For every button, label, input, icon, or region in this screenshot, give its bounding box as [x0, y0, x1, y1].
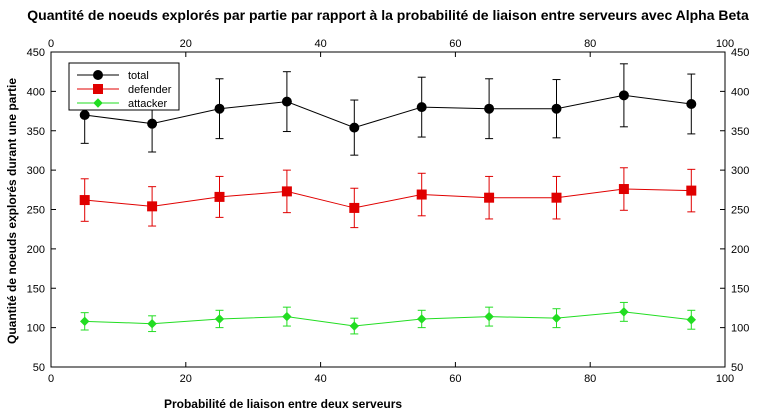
legend-marker-defender	[93, 84, 103, 94]
data-point-total	[618, 90, 629, 101]
x-tick-label-bottom: 40	[314, 373, 326, 385]
series-defender	[79, 167, 697, 229]
legend-marker-attacker	[93, 98, 103, 108]
y-tick-label-right: 200	[731, 244, 749, 256]
y-tick-label-left: 100	[27, 323, 45, 335]
y-axis-label: Quantité de noeuds explorés durant une p…	[5, 78, 19, 344]
data-point-defender	[551, 192, 562, 203]
data-point-total	[551, 103, 562, 114]
data-point-attacker	[79, 316, 90, 327]
legend-box	[68, 62, 180, 111]
data-point-total	[281, 96, 292, 107]
data-point-defender	[416, 189, 427, 200]
data-point-total	[686, 98, 697, 109]
x-tick-label-bottom: 0	[48, 373, 54, 385]
data-point-attacker	[686, 315, 697, 325]
x-tick-label-top: 100	[716, 38, 734, 50]
x-tick-label-bottom: 80	[584, 373, 596, 385]
data-point-total	[147, 118, 158, 129]
y-tick-label-right: 300	[731, 165, 749, 177]
data-point-total	[484, 103, 495, 114]
y-tick-label-right: 350	[731, 126, 749, 138]
data-point-attacker	[484, 311, 494, 322]
y-tick-label-left: 300	[27, 165, 45, 177]
data-point-defender	[214, 191, 225, 202]
data-point-attacker	[214, 314, 225, 324]
x-tick-label-bottom: 60	[449, 373, 461, 385]
data-point-total	[214, 103, 225, 114]
y-tick-label-right: 150	[731, 283, 749, 295]
data-point-attacker	[416, 314, 427, 324]
data-series	[79, 63, 697, 335]
y-tick-label-right: 50	[731, 362, 743, 374]
data-point-total	[416, 102, 427, 113]
x-tick-label-top: 0	[48, 38, 54, 50]
series-line-total	[84, 94, 692, 129]
data-point-defender	[281, 186, 292, 197]
x-tick-label-top: 60	[449, 38, 461, 50]
y-tick-label-left: 150	[27, 283, 45, 295]
x-tick-label-top: 40	[314, 38, 326, 50]
data-point-defender	[686, 185, 697, 196]
data-point-defender	[618, 184, 629, 195]
x-tick-label-top: 80	[584, 38, 596, 50]
data-point-attacker	[619, 307, 629, 317]
series-attacker	[79, 301, 697, 335]
legend-label-defender: defender	[128, 84, 172, 96]
chart-title: Quantité de noeuds explorés par partie p…	[27, 7, 749, 23]
y-tick-label-right: 400	[731, 86, 749, 98]
legend-label-total: total	[128, 70, 149, 82]
y-tick-label-left: 50	[33, 362, 45, 374]
legend: total defender attacker	[68, 62, 180, 111]
data-point-defender	[79, 195, 90, 206]
data-point-attacker	[349, 321, 360, 331]
y-tick-label-left: 400	[27, 86, 45, 98]
data-point-defender	[484, 192, 495, 203]
data-point-attacker	[282, 311, 292, 322]
y-tick-label-left: 350	[27, 126, 45, 138]
data-point-defender	[349, 202, 360, 213]
x-tick-label-top: 20	[180, 38, 192, 50]
y-tick-label-right: 250	[731, 205, 749, 217]
x-tick-label-bottom: 20	[180, 373, 192, 385]
x-axis-label: Probabilité de liaison entre deux serveu…	[164, 397, 402, 411]
x-tick-label-bottom: 100	[716, 373, 734, 385]
data-point-defender	[147, 201, 158, 212]
legend-marker-total	[93, 70, 103, 80]
y-tick-label-left: 200	[27, 244, 45, 256]
series-line-attacker	[84, 311, 692, 327]
data-point-total	[349, 122, 360, 133]
y-tick-label-right: 450	[731, 47, 749, 59]
data-point-attacker	[551, 313, 562, 323]
y-tick-label-right: 100	[731, 323, 749, 335]
y-tick-label-left: 450	[27, 47, 45, 59]
data-point-total	[79, 110, 90, 120]
series-total	[79, 63, 697, 156]
legend-label-attacker: attacker	[128, 98, 167, 110]
data-point-attacker	[147, 318, 157, 329]
y-tick-label-left: 250	[27, 205, 45, 217]
series-line-defender	[84, 188, 692, 209]
